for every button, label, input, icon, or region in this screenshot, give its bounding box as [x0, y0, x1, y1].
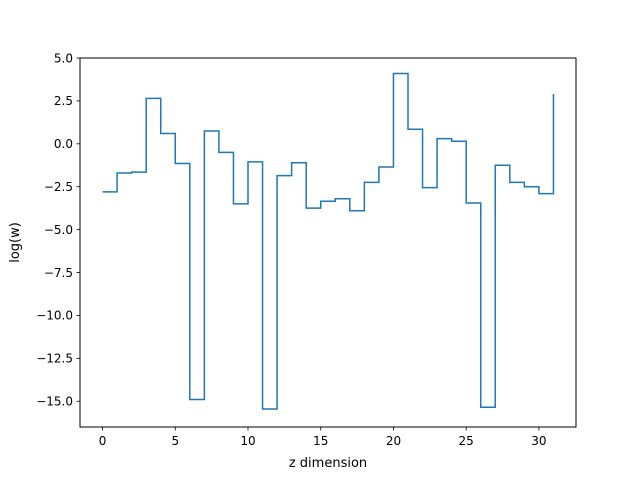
y-tick-label: 0.0 [54, 137, 73, 151]
y-tick-label: 2.5 [54, 94, 73, 108]
x-axis: 0 5 10 15 20 25 30 [99, 427, 547, 448]
y-axis-label: log(w) [8, 222, 23, 263]
x-tick-label: 25 [459, 434, 474, 448]
y-axis: 5.0 2.5 0.0 −2.5 −5.0 −7.5 −10.0 −12.5 −15.0 [36, 51, 80, 409]
y-tick-label: −12.5 [36, 352, 73, 366]
series-layer [102, 72, 555, 410]
y-tick-label: 5.0 [54, 51, 73, 65]
x-tick-label: 30 [531, 434, 546, 448]
x-tick-label: 20 [386, 434, 401, 448]
x-tick-label: 5 [171, 434, 179, 448]
plot-frame [79, 57, 577, 428]
plot-area [80, 58, 576, 427]
y-tick-label: −15.0 [36, 395, 73, 409]
y-tick-label: −10.0 [36, 309, 73, 323]
y-tick-label: −7.5 [44, 266, 73, 280]
series-line [102, 72, 555, 410]
x-tick-label: 0 [99, 434, 107, 448]
y-tick-label: −2.5 [44, 180, 73, 194]
x-tick-label: 10 [240, 434, 255, 448]
x-tick-label: 15 [313, 434, 328, 448]
y-tick-label: −5.0 [44, 223, 73, 237]
x-axis-label: z dimension [289, 456, 367, 471]
